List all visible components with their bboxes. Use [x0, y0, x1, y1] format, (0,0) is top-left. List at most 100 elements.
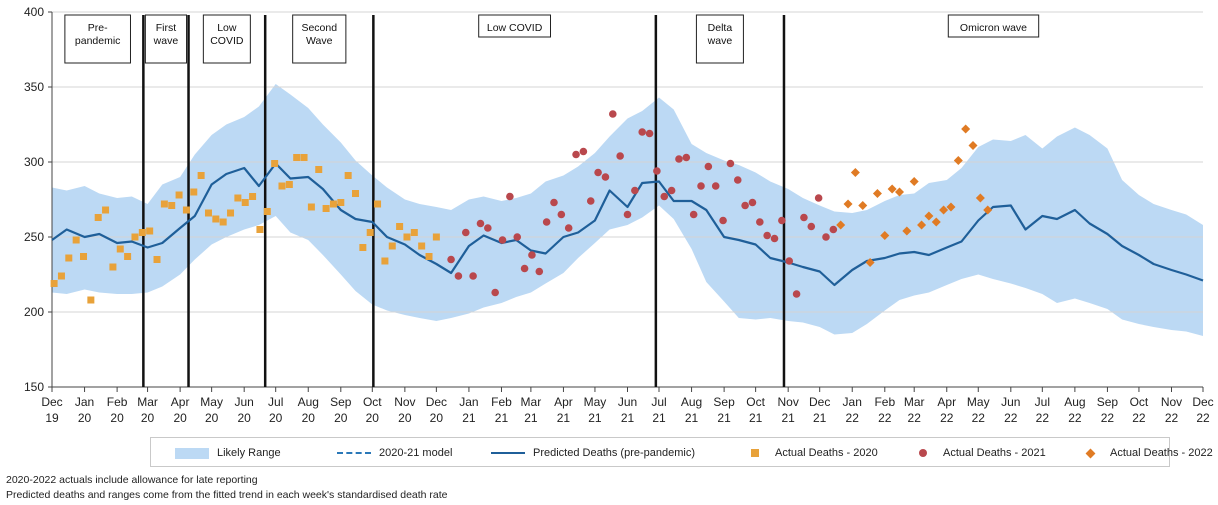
actual-2022-point — [843, 199, 853, 209]
actual-2020-point — [168, 202, 176, 209]
legend-label: Actual Deaths - 2020 — [775, 447, 878, 459]
legend-swatch-band — [175, 447, 209, 459]
actual-2020-point — [153, 256, 161, 263]
actual-2021-point — [623, 210, 632, 219]
actual-2020-point — [72, 236, 80, 244]
actual-2020-point — [329, 200, 337, 208]
actual-2022-point — [975, 193, 985, 203]
x-tick-label: Jan 20 — [75, 395, 94, 425]
actual-2020-point — [146, 227, 154, 235]
x-tick-label: Mar 20 — [137, 395, 158, 425]
actual-2021-point — [733, 176, 742, 184]
axes-layer: 150 200 250 300 350 400 Dec 19 Jan 20 Feb 20 Mar 20 Ap… — [24, 5, 1214, 425]
legend-label: 2020-21 model — [379, 447, 453, 459]
x-tick-label: Jun 22 — [1001, 395, 1020, 425]
actual-2020-point — [418, 242, 426, 250]
footnote-method: Predicted deaths and ranges come from th… — [6, 489, 448, 501]
actual-2020-point — [396, 223, 404, 230]
actual-2020-point — [293, 154, 301, 161]
phase-divider-layer — [142, 15, 786, 387]
actual-2021-point — [785, 257, 794, 265]
x-tick-label: Nov 21 — [778, 395, 799, 425]
actual-2021-point — [748, 198, 757, 207]
actual-2021-point — [807, 222, 816, 231]
legend-item-actual-2020: Actual Deaths - 2020 — [735, 438, 878, 468]
actual-2021-point — [653, 167, 661, 175]
actual-2022-point — [939, 205, 949, 215]
actual-2020-point — [227, 209, 235, 217]
phase-box-frame — [478, 14, 552, 38]
actual-2020-point — [374, 200, 382, 208]
phase-box-frame — [64, 14, 131, 64]
actual-2021-point — [579, 147, 588, 156]
legend-swatch-line — [491, 452, 525, 454]
actual-2022-point — [894, 187, 904, 197]
actual-2020-point — [322, 205, 330, 212]
legend-item-likely-range: Likely Range — [175, 438, 281, 468]
actual-2021-point — [726, 159, 735, 168]
x-tick-label: Aug 21 — [681, 395, 702, 425]
death-rate-chart: 150 200 250 300 350 400 Dec 19 Jan 20 Feb 20 Mar 20 Ap… — [24, 5, 1214, 425]
actual-2020-point — [57, 272, 65, 280]
actual-2021-point — [491, 288, 499, 297]
actual-2021-point — [763, 231, 771, 240]
actual-2020-point — [116, 245, 124, 253]
x-tick-label: Mar 22 — [904, 395, 925, 425]
actual-2021-point — [682, 153, 691, 162]
actual-2020-point — [344, 172, 352, 179]
actual-2020-point — [109, 263, 117, 271]
actual-2021-point — [586, 197, 595, 205]
phase-label-box: Delta wave — [695, 14, 744, 64]
actual-2022-point — [917, 220, 927, 230]
actual-2020-point — [425, 253, 433, 260]
actual-2021-point — [520, 264, 529, 273]
legend-swatch-diamond — [1085, 448, 1096, 458]
y-tick-label: 250 — [24, 230, 44, 244]
actual-2020-point — [388, 242, 396, 250]
actual-2021-point — [550, 198, 558, 207]
actual-2020-point — [204, 209, 212, 217]
actual-2021-point — [704, 162, 713, 171]
legend-item-predicted: Predicted Deaths (pre-pandemic) — [491, 438, 695, 468]
actual-2021-point — [557, 210, 566, 219]
actual-2020-point — [278, 182, 286, 190]
actual-2020-point — [80, 253, 88, 260]
predicted-line-layer — [51, 162, 1204, 287]
actual-2021-point — [756, 218, 764, 226]
actual-2020-point — [124, 253, 132, 260]
actual-2022-point — [953, 156, 963, 165]
actual-2021-point — [645, 129, 654, 138]
actual-2021-point — [719, 216, 727, 225]
actual-2021-point — [675, 155, 683, 163]
actual-2021-point — [741, 201, 749, 210]
actual-2020-point — [197, 172, 205, 179]
actual-2020-point — [359, 244, 367, 251]
x-tick-label: May 20 — [200, 395, 223, 425]
x-tick-label: Jun 21 — [618, 395, 637, 425]
x-tick-label: May 21 — [584, 395, 607, 425]
legend-label: Likely Range — [217, 447, 281, 459]
x-tick-label: Aug 22 — [1064, 395, 1085, 425]
actual-2020-point — [403, 233, 411, 241]
y-tick-label: 300 — [24, 155, 44, 169]
y-tick-label: 350 — [24, 80, 44, 94]
phase-label-layer: Pre-pandemic First wave Low COVID Second Wave L… — [64, 14, 1040, 64]
actual-2020-point — [234, 194, 242, 202]
legend-item-actual-2021: Actual Deaths - 2021 — [903, 438, 1046, 468]
phase-box-frame — [202, 14, 251, 64]
actual-2022-point — [865, 258, 875, 267]
actual-2021-point — [484, 224, 492, 232]
actual-2020-point — [102, 206, 110, 214]
x-tick-label: Apr 20 — [171, 395, 190, 425]
phase-label-text: Pre-pandemic — [75, 22, 121, 47]
actual-2021-point — [792, 290, 801, 298]
x-tick-label: May 22 — [967, 395, 990, 425]
x-tick-label: Feb 22 — [874, 395, 895, 425]
actual-points-layer — [50, 110, 993, 304]
actual-2021-point — [660, 192, 669, 201]
actual-2021-point — [542, 218, 551, 226]
actual-2020-point — [256, 226, 264, 233]
actual-2020-point — [182, 206, 190, 214]
x-tick-label: Feb 21 — [491, 395, 512, 425]
phase-box-frame — [144, 14, 188, 64]
